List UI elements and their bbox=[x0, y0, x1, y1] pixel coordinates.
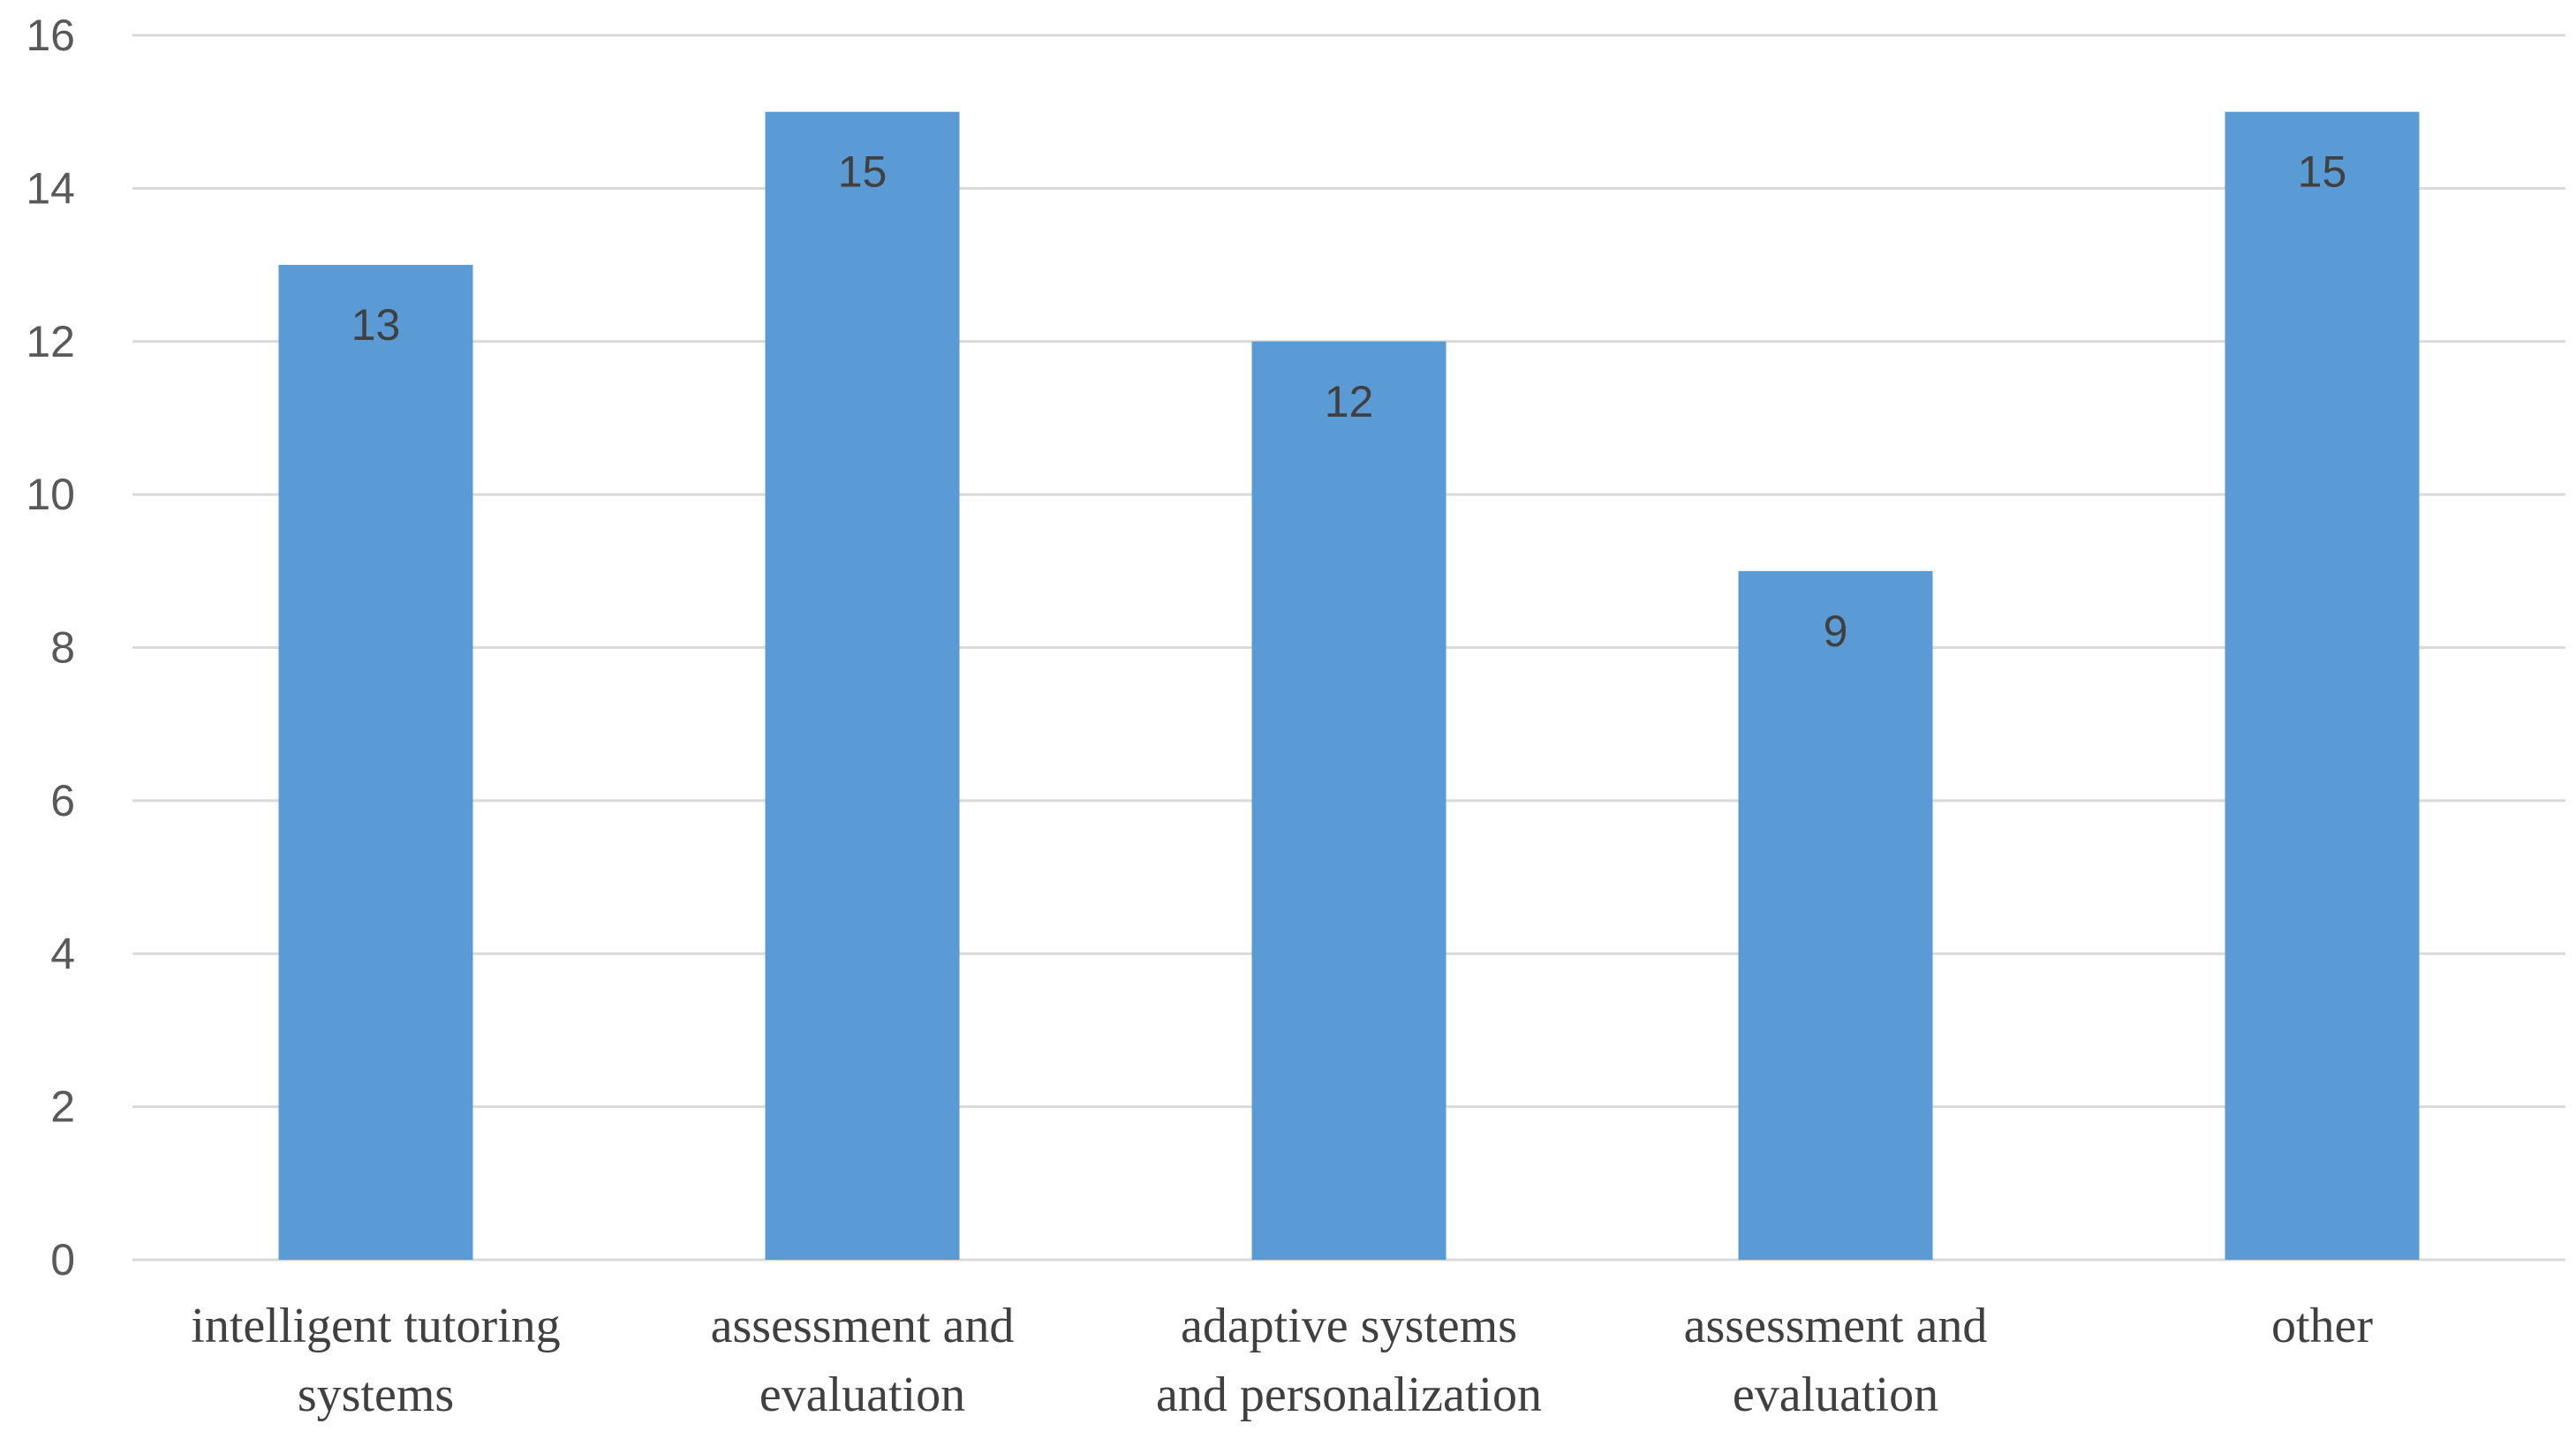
y-tick-label: 10 bbox=[26, 470, 75, 519]
bar bbox=[1738, 570, 1933, 1260]
y-tick-label: 14 bbox=[26, 163, 75, 213]
x-category-label: assessment and bbox=[711, 1299, 1015, 1353]
data-label: 9 bbox=[1824, 606, 1848, 656]
data-label: 13 bbox=[351, 300, 401, 350]
y-tick-label: 6 bbox=[50, 776, 75, 825]
y-tick-label: 8 bbox=[50, 623, 75, 673]
bar bbox=[278, 265, 473, 1260]
bar bbox=[1251, 341, 1447, 1260]
data-label: 12 bbox=[1325, 377, 1374, 426]
x-axis-category-labels: intelligent tutoring systems assessment an… bbox=[191, 1299, 2373, 1422]
y-tick-label: 2 bbox=[50, 1082, 75, 1132]
bar bbox=[2225, 111, 2420, 1260]
x-category-label: intelligent tutoring bbox=[191, 1299, 560, 1353]
y-tick-label: 12 bbox=[26, 317, 75, 366]
x-category-label: evaluation bbox=[1733, 1367, 1938, 1422]
x-category-label: systems bbox=[298, 1367, 454, 1422]
x-category-label: other bbox=[2271, 1299, 2373, 1353]
x-category-label: and personalization bbox=[1156, 1367, 1542, 1422]
bar bbox=[765, 111, 960, 1260]
x-category-label: adaptive systems bbox=[1181, 1299, 1517, 1353]
y-tick-label: 4 bbox=[50, 929, 75, 978]
x-category-label: evaluation bbox=[759, 1367, 965, 1422]
y-tick-label: 0 bbox=[50, 1235, 75, 1285]
y-axis-tick-labels: 0 2 4 6 8 10 12 14 16 bbox=[26, 11, 75, 1285]
data-label: 15 bbox=[2298, 147, 2347, 197]
bars bbox=[278, 111, 2420, 1260]
data-labels: 13 15 12 9 15 bbox=[351, 147, 2347, 656]
y-tick-label: 16 bbox=[26, 11, 75, 60]
data-label: 15 bbox=[838, 147, 888, 197]
x-category-label: assessment and bbox=[1684, 1299, 1988, 1353]
